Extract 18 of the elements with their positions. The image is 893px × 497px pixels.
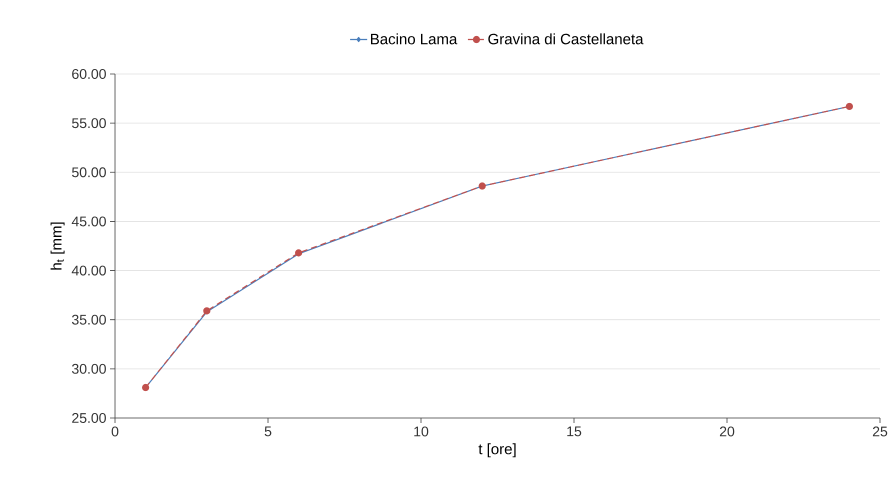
y-tick-label: 60.00 xyxy=(72,69,106,79)
y-tick-label: 30.00 xyxy=(72,364,106,374)
x-tick-label: 5 xyxy=(264,426,272,436)
y-tick-label: 35.00 xyxy=(72,314,106,325)
y-tick-label: 55.00 xyxy=(72,118,106,128)
legend-label: Bacino Lama xyxy=(370,33,458,44)
x-tick-label: 25 xyxy=(872,426,888,436)
y-tick-label: 45.00 xyxy=(72,216,106,226)
x-tick-label: 10 xyxy=(414,426,428,436)
y-tick-label: 50.00 xyxy=(72,167,106,178)
y-tick-label: 40.00 xyxy=(72,266,106,276)
x-tick-label: 0 xyxy=(112,426,118,436)
legend-label: Gravina di Castellaneta xyxy=(488,33,644,44)
x-axis-title: t [ore] xyxy=(478,443,516,458)
x-tick-label: 15 xyxy=(567,426,582,436)
y-axis-title: h$_{t}$ [mm] xyxy=(50,222,65,270)
x-tick-label: 20 xyxy=(720,426,734,436)
y-tick-label: 25.00 xyxy=(72,413,106,423)
